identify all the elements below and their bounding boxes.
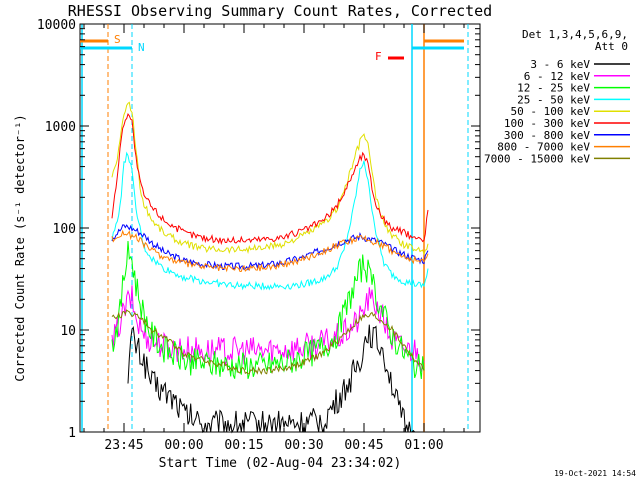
legend-label: 800 - 7000 keV <box>497 141 590 154</box>
series-line <box>111 285 425 373</box>
legend-label: 6 - 12 keV <box>524 70 591 83</box>
f-flag-label: F <box>375 50 382 63</box>
plot-area: S N F <box>79 23 481 434</box>
legend-header-line-2: Att 0 <box>595 40 628 53</box>
legend-label: 100 - 300 keV <box>504 117 590 130</box>
legend-label: 50 - 100 keV <box>511 105 591 118</box>
y-tick-label: 10000 <box>37 18 76 33</box>
x-tick-label: 00:00 <box>164 438 203 453</box>
legend-label: 25 - 50 keV <box>517 93 590 106</box>
y-tick-label: 1000 <box>45 120 76 135</box>
n-flag-label: N <box>138 41 145 54</box>
y-tick-label: 100 <box>53 222 76 237</box>
y-tick-label: 10 <box>60 324 76 339</box>
chart-title: RHESSI Observing Summary Count Rates, Co… <box>68 2 492 20</box>
legend-header-line-1: Det 1,3,4,5,6,9, <box>522 28 628 41</box>
y-tick-label: 1 <box>68 426 76 441</box>
series-line <box>127 324 416 434</box>
legend-label: 300 - 800 keV <box>504 129 590 142</box>
series-line <box>111 229 429 273</box>
series-line <box>111 101 429 256</box>
x-tick-label: 01:00 <box>404 438 443 453</box>
x-tick-label: 00:15 <box>224 438 263 453</box>
x-axis-label: Start Time (02-Aug-04 23:34:02) <box>159 456 402 471</box>
legend-label: 7000 - 15000 keV <box>484 152 590 165</box>
series-line <box>111 240 425 380</box>
legend-label: 3 - 6 keV <box>530 58 590 71</box>
series-line <box>111 113 429 246</box>
series-line <box>111 151 429 291</box>
x-tick-label: 00:45 <box>344 438 383 453</box>
x-tick-label: 00:30 <box>284 438 323 453</box>
footer-timestamp: 19-Oct-2021 14:54 <box>554 469 636 478</box>
legend-label: 12 - 25 keV <box>517 82 590 95</box>
x-axis: 23:45 00:00 00:15 00:30 00:45 01:00 <box>83 24 465 453</box>
series-line <box>111 224 429 271</box>
x-tick-label: 23:45 <box>104 438 143 453</box>
y-axis-label: Corrected Count Rate (s⁻¹ detector⁻¹) <box>13 114 27 381</box>
series-line <box>111 309 425 376</box>
s-flag-label: S <box>114 33 121 46</box>
y-axis: 1 10 100 1000 10000 <box>37 18 480 441</box>
